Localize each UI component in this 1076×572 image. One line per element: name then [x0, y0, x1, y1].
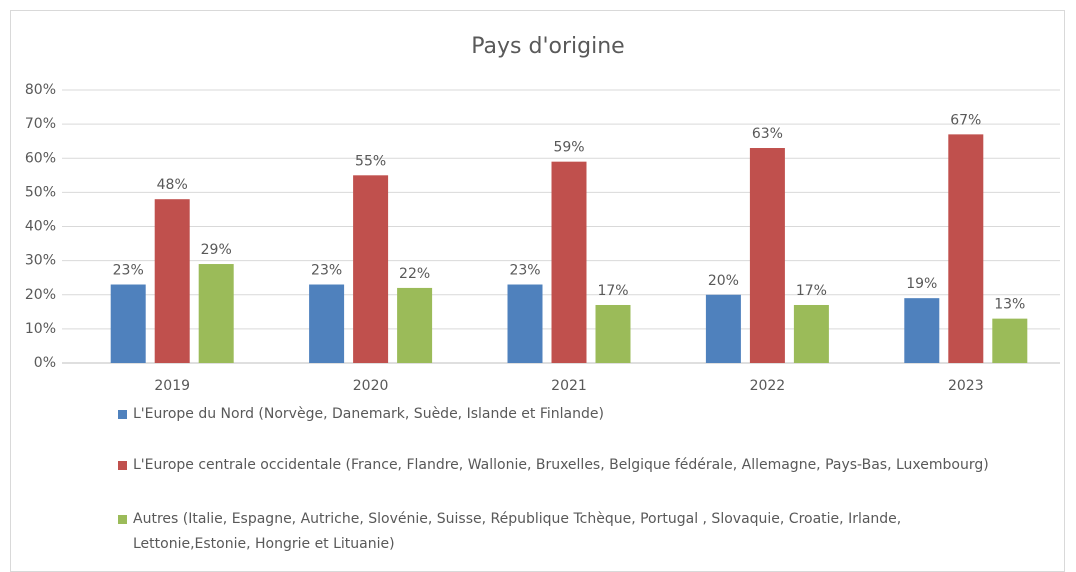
data-label: 13% — [994, 297, 1025, 313]
data-label: 20% — [708, 273, 739, 289]
x-tick-label: 2019 — [154, 378, 190, 394]
data-label: 23% — [311, 263, 342, 279]
y-tick-label: 70% — [25, 116, 56, 132]
x-tick-label: 2021 — [551, 378, 587, 394]
bar — [705, 294, 741, 363]
data-label: 23% — [113, 263, 144, 279]
bar — [551, 161, 587, 363]
legend-swatch — [118, 515, 127, 524]
x-tick-label: 2023 — [948, 378, 984, 394]
bar — [397, 287, 433, 363]
legend-swatch — [118, 410, 127, 419]
legend-item: L'Europe centrale occidentale (France, F… — [118, 453, 1018, 478]
legend-item: L'Europe du Nord (Norvège, Danemark, Suè… — [118, 402, 1018, 427]
y-tick-label: 40% — [25, 219, 56, 235]
data-label: 55% — [355, 153, 386, 169]
bar — [353, 175, 389, 363]
bar — [309, 284, 345, 363]
y-tick-label: 10% — [25, 321, 56, 337]
data-label: 19% — [906, 276, 937, 292]
legend-label: L'Europe centrale occidentale (France, F… — [133, 457, 989, 473]
bar — [507, 284, 543, 363]
legend-item: Autres (Italie, Espagne, Autriche, Slové… — [118, 507, 1018, 557]
data-label: 29% — [201, 242, 232, 258]
chart-title: Pays d'origine — [471, 34, 624, 59]
data-label: 23% — [509, 263, 540, 279]
data-label: 63% — [752, 126, 783, 142]
data-label: 59% — [553, 140, 584, 156]
y-tick-label: 30% — [25, 253, 56, 269]
bar — [154, 199, 190, 363]
bar — [749, 148, 785, 363]
legend-swatch — [118, 461, 127, 470]
data-label: 17% — [796, 283, 827, 299]
bar — [904, 298, 940, 363]
x-tick-label: 2020 — [353, 378, 389, 394]
bar — [595, 304, 631, 363]
bar — [198, 264, 234, 363]
legend-label: Autres (Italie, Espagne, Autriche, Slové… — [133, 511, 902, 552]
data-label: 67% — [950, 112, 981, 128]
bar — [110, 284, 146, 363]
data-label: 22% — [399, 266, 430, 282]
data-label: 48% — [157, 177, 188, 193]
bar — [992, 318, 1028, 363]
y-tick-label: 0% — [34, 355, 56, 371]
data-label: 17% — [597, 283, 628, 299]
y-tick-label: 60% — [25, 150, 56, 166]
y-tick-label: 80% — [25, 82, 56, 98]
bar — [948, 134, 984, 363]
legend-label: L'Europe du Nord (Norvège, Danemark, Suè… — [133, 406, 604, 422]
y-tick-label: 50% — [25, 184, 56, 200]
bar — [793, 304, 829, 363]
y-tick-label: 20% — [25, 287, 56, 303]
x-tick-label: 2022 — [750, 378, 786, 394]
